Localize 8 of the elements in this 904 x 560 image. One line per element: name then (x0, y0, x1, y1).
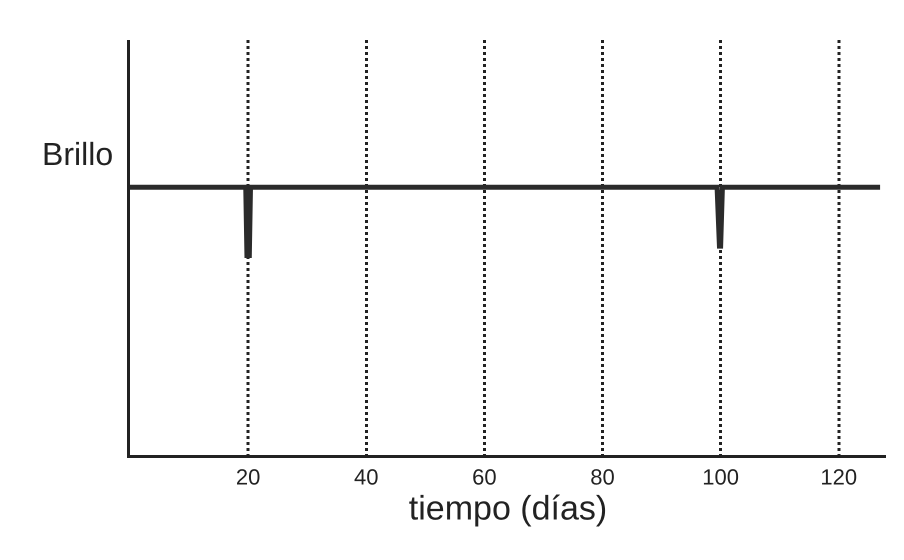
x-tick-label: 80 (590, 464, 615, 490)
x-tick-label: 40 (354, 464, 378, 490)
y-axis-title: Brillo (42, 136, 114, 172)
x-tick-label: 20 (236, 464, 260, 490)
x-tick-label: 120 (820, 464, 858, 490)
x-axis-title: tiempo (días) (408, 489, 608, 528)
x-tick-label: 100 (702, 464, 739, 490)
x-tick-label: 60 (472, 464, 497, 490)
